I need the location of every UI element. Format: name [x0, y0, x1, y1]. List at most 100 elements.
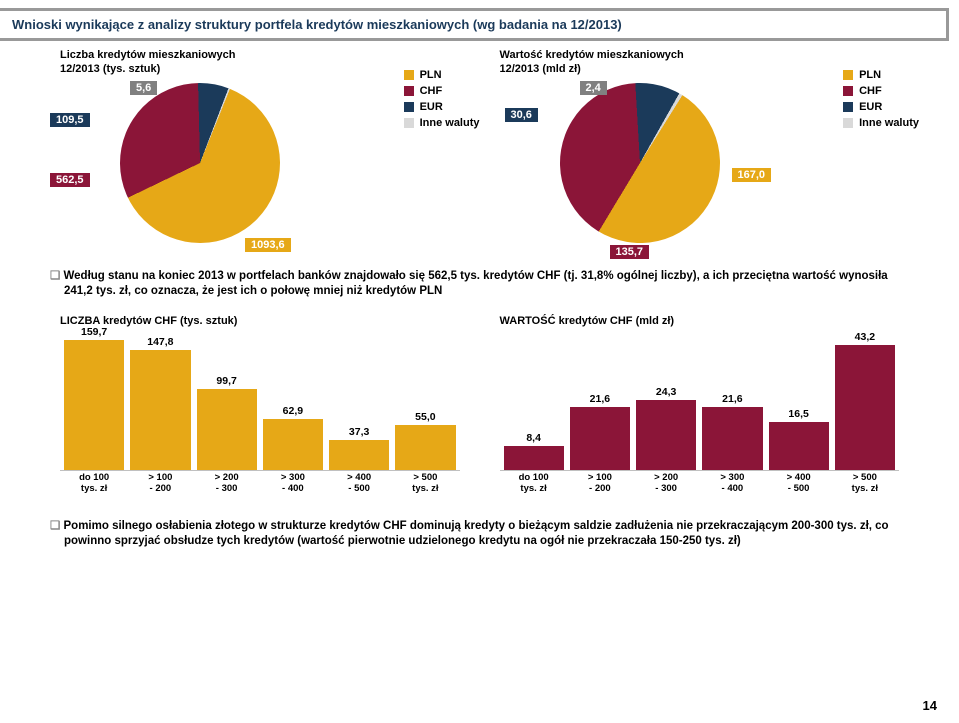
legend-swatch — [404, 102, 414, 112]
bar-category-label: > 400- 500 — [329, 473, 389, 495]
legend-swatch — [843, 86, 853, 96]
pie-left — [96, 58, 304, 266]
bar-value-label: 21,6 — [722, 393, 742, 405]
bar-rect — [570, 407, 630, 469]
bar-category-label: > 300- 400 — [263, 473, 323, 495]
bar-value-label: 37,3 — [349, 426, 369, 438]
bar-category-label: > 100- 200 — [570, 473, 630, 495]
bar-value-label: 43,2 — [855, 331, 875, 343]
bar-rect — [395, 425, 455, 470]
legend-swatch — [843, 118, 853, 128]
pie-right-eur-label: 30,6 — [505, 108, 538, 122]
bar-rect — [769, 422, 829, 470]
bar-rect — [130, 350, 190, 470]
bar-col: 159,7 — [64, 326, 124, 470]
legend-label: Inne waluty — [859, 117, 919, 129]
legend-item: Inne waluty — [843, 117, 919, 129]
bar-rect — [702, 407, 762, 469]
bar-col: 16,5 — [769, 408, 829, 470]
title-bar: Wnioski wynikające z analizy struktury p… — [0, 8, 949, 41]
bar-category-label: do 100tys. zł — [64, 473, 124, 495]
legend-item: PLN — [843, 69, 919, 81]
bar-col: 99,7 — [197, 375, 257, 470]
legend-item: CHF — [404, 85, 480, 97]
bar-value-label: 62,9 — [283, 405, 303, 417]
pie-right-other-label: 2,4 — [580, 81, 607, 95]
legend-swatch — [404, 70, 414, 80]
bar-right-block: WARTOŚĆ kredytów CHF (mld zł) 8,4 21,6 24,… — [500, 315, 900, 505]
legend-swatch — [843, 70, 853, 80]
legend-item: EUR — [404, 101, 480, 113]
bar-value-label: 16,5 — [788, 408, 808, 420]
bar-col: 21,6 — [570, 393, 630, 469]
pie-right-block: Wartość kredytów mieszkaniowych12/2013 (… — [500, 49, 930, 259]
bar-value-label: 21,6 — [590, 393, 610, 405]
bar-rect — [197, 389, 257, 470]
bar-right-area: 8,4 21,6 24,3 21,6 16,5 43,2 — [500, 331, 900, 471]
bar-category-label: > 300- 400 — [702, 473, 762, 495]
bar-value-label: 147,8 — [147, 336, 173, 348]
bar-category-label: > 200- 300 — [636, 473, 696, 495]
pie-left-wrap: 109,5 5,6 562,5 1093,6 — [120, 83, 280, 243]
bar-col: 8,4 — [504, 432, 564, 470]
legend-item: CHF — [843, 85, 919, 97]
legend-left: PLN CHF EUR Inne waluty — [404, 69, 480, 133]
bar-left-area: 159,7147,899,762,937,355,0 — [60, 331, 460, 471]
pie-right-chf-label: 135,7 — [610, 245, 650, 259]
bar-right-labels: do 100tys. zł > 100- 200 > 200- 300 > 300- … — [500, 473, 900, 495]
bar-rect — [263, 419, 323, 470]
legend-swatch — [843, 102, 853, 112]
pie-right-pln-label: 167,0 — [732, 168, 772, 182]
legend-label: EUR — [420, 101, 443, 113]
bar-category-label: do 100tys. zł — [504, 473, 564, 495]
bar-col: 43,2 — [835, 331, 895, 470]
bar-category-label: > 200- 300 — [197, 473, 257, 495]
bar-category-label: > 400- 500 — [769, 473, 829, 495]
bar-col: 147,8 — [130, 336, 190, 470]
bullet1-block: Według stanu na koniec 2013 w portfelach… — [0, 259, 959, 309]
bar-category-label: > 100- 200 — [130, 473, 190, 495]
bar-left-title: LICZBA kredytów CHF (tys. sztuk) — [60, 315, 460, 327]
legend-swatch — [404, 86, 414, 96]
bullet1: Według stanu na koniec 2013 w portfelach… — [64, 269, 909, 299]
bar-right-title: WARTOŚĆ kredytów CHF (mld zł) — [500, 315, 900, 327]
legend-item: EUR — [843, 101, 919, 113]
legend-right: PLN CHF EUR Inne waluty — [843, 69, 919, 133]
legend-label: Inne waluty — [420, 117, 480, 129]
bar-row: LICZBA kredytów CHF (tys. sztuk) 159,7 14… — [0, 315, 959, 505]
bar-value-label: 8,4 — [526, 432, 541, 444]
bar-left-block: LICZBA kredytów CHF (tys. sztuk) 159,7 14… — [60, 315, 460, 505]
pie-left-other-label: 5,6 — [130, 81, 157, 95]
bar-rect — [835, 345, 895, 470]
pie-row: Liczba kredytów mieszkaniowych12/2013 (t… — [0, 49, 959, 259]
pie-right-wrap: 30,6 2,4 135,7 167,0 — [560, 83, 720, 243]
bar-col: 62,9 — [263, 405, 323, 470]
pie-left-chf-label: 562,5 — [50, 173, 90, 187]
bullet2: Pomimo silnego osłabienia złotego w stru… — [64, 519, 909, 549]
legend-label: PLN — [859, 69, 881, 81]
bar-rect — [504, 446, 564, 470]
legend-item: PLN — [404, 69, 480, 81]
bar-rect — [329, 440, 389, 470]
pie-left-pln-label: 1093,6 — [245, 238, 291, 252]
legend-swatch — [404, 118, 414, 128]
bar-value-label: 24,3 — [656, 386, 676, 398]
bar-rect — [64, 340, 124, 470]
bar-col: 37,3 — [329, 426, 389, 470]
pie-left-block: Liczba kredytów mieszkaniowych12/2013 (t… — [60, 49, 490, 259]
pie-right — [529, 52, 749, 272]
bullet2-block: Pomimo silnego osłabienia złotego w stru… — [0, 505, 959, 559]
legend-label: CHF — [859, 85, 882, 97]
legend-label: PLN — [420, 69, 442, 81]
legend-label: CHF — [420, 85, 443, 97]
bar-value-label: 55,0 — [415, 411, 435, 423]
bar-category-label: > 500tys. zł — [395, 473, 455, 495]
bar-category-label: > 500tys. zł — [835, 473, 895, 495]
bar-col: 24,3 — [636, 386, 696, 470]
page-number: 14 — [923, 698, 937, 713]
bar-col: 55,0 — [395, 411, 455, 470]
legend-item: Inne waluty — [404, 117, 480, 129]
pie-left-eur-label: 109,5 — [50, 113, 90, 127]
bar-left-labels: do 100tys. zł > 100- 200 > 200- 300 > 300- … — [60, 473, 460, 495]
legend-label: EUR — [859, 101, 882, 113]
